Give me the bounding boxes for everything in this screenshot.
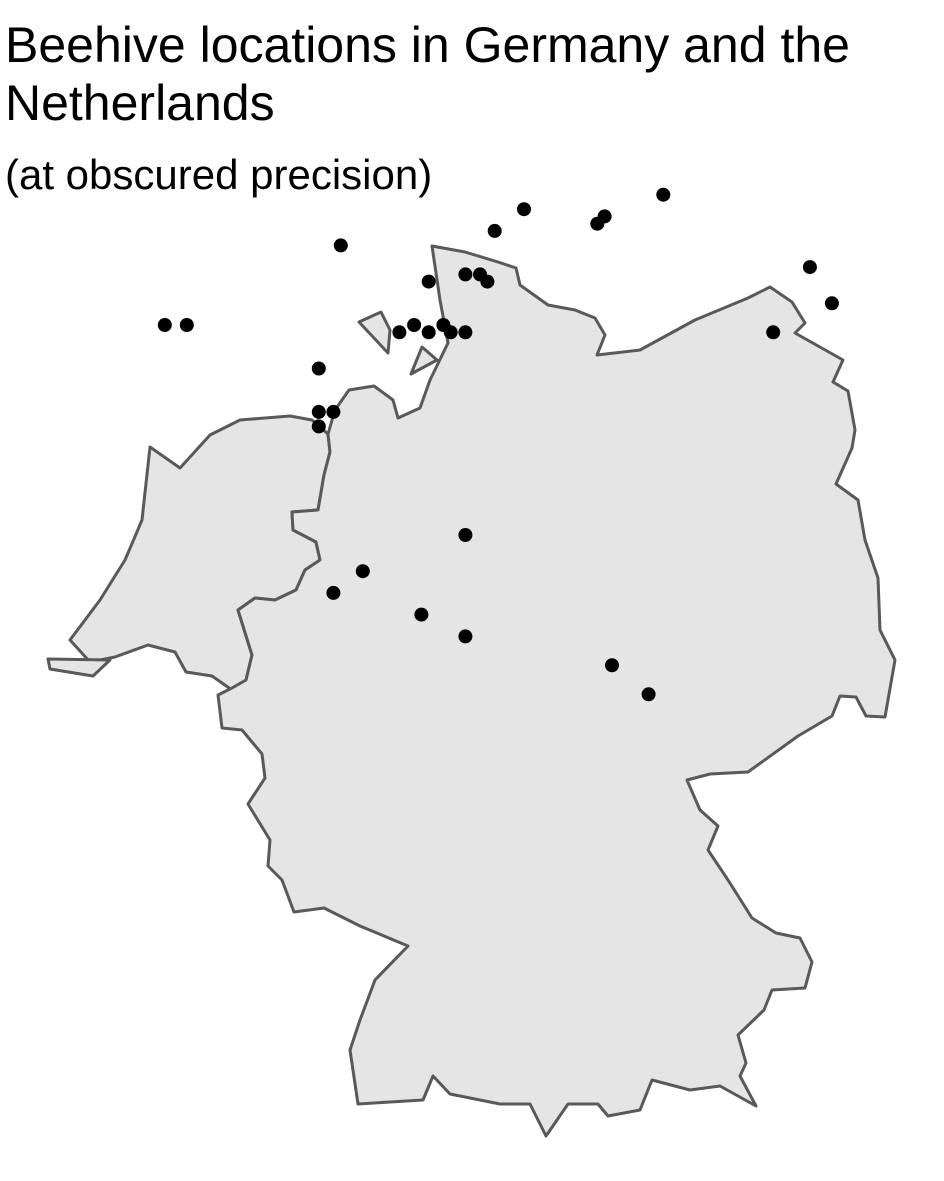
beehive-point [766,325,781,340]
beehive-point [517,202,531,217]
beehive-point [605,658,619,673]
beehive-point [824,296,839,311]
beehive-point [355,564,370,579]
beehive-point [443,325,458,340]
beehive-point [458,325,473,340]
beehive-point [597,209,612,224]
beehive-point [333,238,348,253]
beehive-point [311,361,326,376]
beehive-point [157,318,172,332]
island-shape-2 [409,345,439,376]
beehive-point [326,404,341,419]
beehive-point [641,687,656,702]
country-shapes [46,244,897,1138]
beehive-point [421,274,436,289]
beehive-point [421,325,436,340]
beehive-point [311,419,326,434]
beehive-point [458,528,473,542]
beehive-point [487,223,502,238]
netherlands-south-strip [46,657,112,678]
beehive-point [480,274,495,289]
beehive-point [392,325,407,340]
beehive-point [458,267,473,282]
island-shape-1 [357,310,392,355]
beehive-points [157,187,839,702]
beehive-point [179,318,194,332]
beehive-point [326,585,341,600]
beehive-point [656,187,671,202]
beehive-point [407,318,422,332]
map-subtitle: (at obscured precision) [5,151,433,198]
germany-shape [216,244,897,1138]
beehive-point [414,607,429,622]
beehive-point [458,629,473,644]
beehive-point [311,404,326,419]
beehive-point [802,260,817,275]
map-title: Beehive locations in Germany and the Net… [5,17,850,131]
